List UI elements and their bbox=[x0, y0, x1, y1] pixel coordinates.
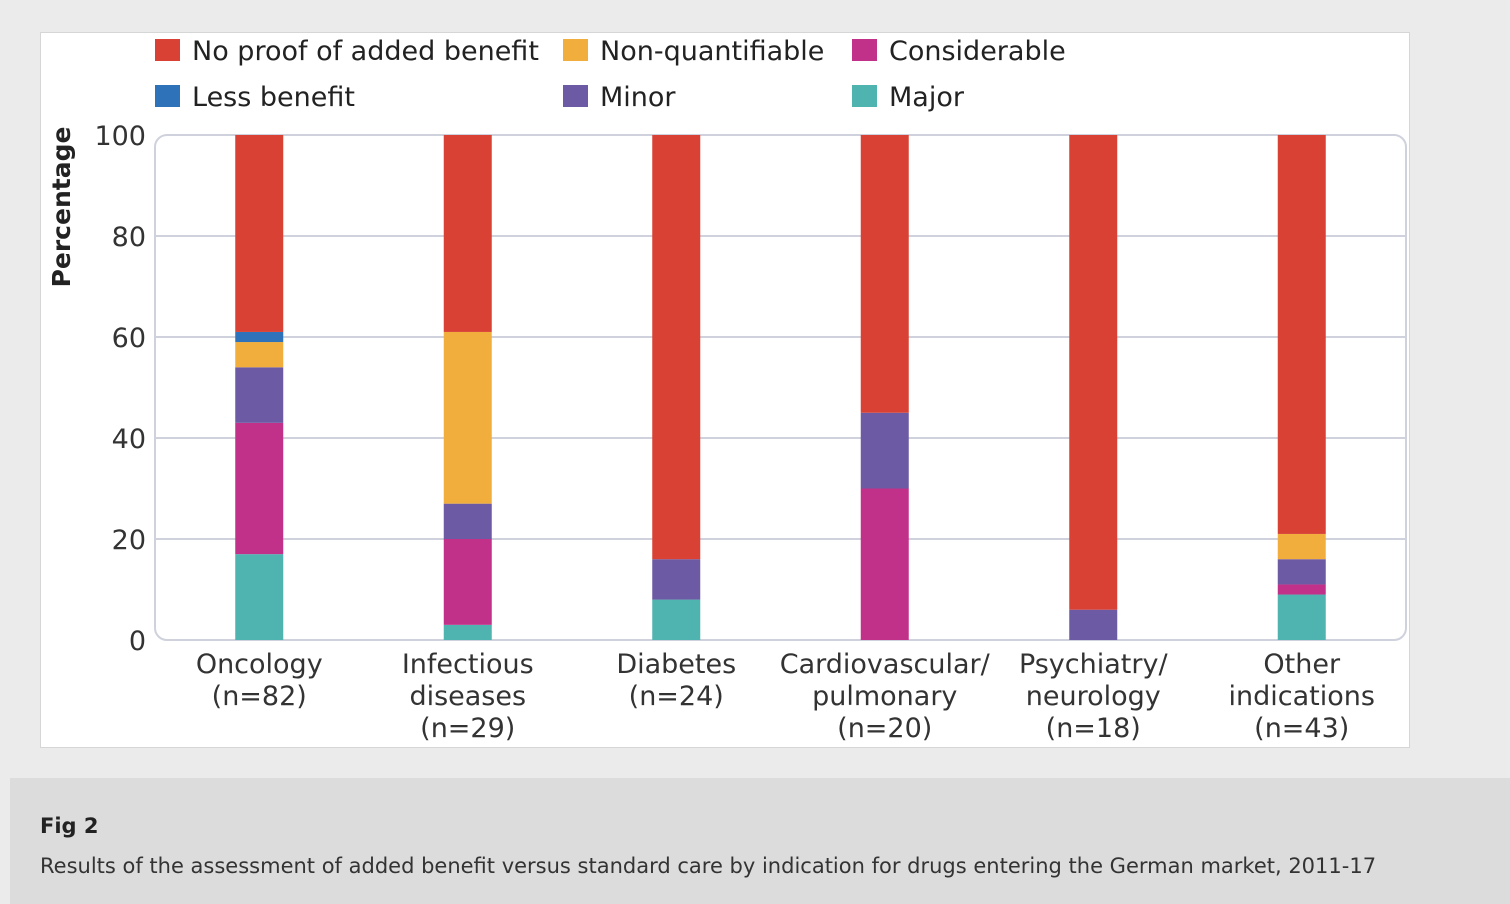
bar-segment-considerable bbox=[1277, 584, 1326, 595]
y-tick-label: 80 bbox=[112, 222, 146, 253]
bar-segment-no-proof-of-added-benefit bbox=[652, 135, 701, 560]
plot-frame bbox=[154, 134, 1407, 641]
x-tick-label: (n=82) bbox=[212, 681, 307, 712]
legend-swatch bbox=[852, 39, 877, 61]
bar-segment-no-proof-of-added-benefit bbox=[860, 135, 909, 413]
stacked-bar-chart: No proof of added benefit Non-quantifiabl… bbox=[47, 36, 1407, 744]
bar-segment-minor bbox=[1069, 609, 1118, 640]
x-tick-label: pulmonary bbox=[812, 681, 957, 712]
bar-segment-less-benefit bbox=[235, 331, 284, 343]
bar-segment-major bbox=[443, 624, 492, 640]
bar-segment-minor bbox=[443, 503, 492, 539]
y-axis: 0 20 40 60 80 100 Percentage bbox=[47, 121, 146, 657]
x-tick-label: diseases bbox=[409, 681, 526, 712]
x-tick-label: Psychiatry/ bbox=[1019, 649, 1169, 680]
bar-segment-major bbox=[652, 599, 701, 640]
x-tick-label: neurology bbox=[1026, 681, 1161, 712]
legend-label: Major bbox=[889, 82, 965, 113]
bar-segment-no-proof-of-added-benefit bbox=[443, 135, 492, 332]
legend-label: No proof of added benefit bbox=[192, 36, 539, 67]
legend: No proof of added benefit Non-quantifiabl… bbox=[155, 36, 1066, 113]
x-tick-label: Oncology bbox=[196, 649, 323, 680]
x-tick-label: (n=18) bbox=[1046, 713, 1141, 744]
legend-swatch bbox=[852, 85, 877, 107]
legend-swatch bbox=[563, 39, 588, 61]
legend-item: Minor bbox=[563, 82, 676, 113]
bar-segment-considerable bbox=[860, 488, 909, 640]
plot-area bbox=[154, 134, 1407, 641]
bar-segment-considerable bbox=[443, 539, 492, 625]
bar-segment-non-quantifiable bbox=[1277, 533, 1326, 560]
bar-segment-minor bbox=[652, 559, 701, 600]
bar-segment-minor bbox=[235, 367, 284, 423]
bar-segment-minor bbox=[1277, 559, 1326, 585]
bar-segment-non-quantifiable bbox=[443, 331, 492, 504]
figure-label: Fig 2 bbox=[40, 814, 99, 838]
x-tick-label: (n=24) bbox=[629, 681, 724, 712]
bar-segment-non-quantifiable bbox=[235, 342, 284, 368]
x-tick-label: Diabetes bbox=[616, 649, 736, 680]
legend-swatch bbox=[155, 39, 180, 61]
y-tick-label: 100 bbox=[94, 121, 146, 152]
legend-item: No proof of added benefit bbox=[155, 36, 539, 67]
bar-segment-considerable bbox=[235, 422, 284, 555]
y-tick-label: 40 bbox=[112, 424, 146, 455]
x-tick-label: Other bbox=[1263, 649, 1341, 680]
y-tick-label: 60 bbox=[112, 323, 146, 354]
y-tick-label: 0 bbox=[129, 626, 146, 657]
bar-segment-minor bbox=[860, 412, 909, 489]
legend-item: Considerable bbox=[852, 36, 1066, 67]
x-tick-label: (n=20) bbox=[837, 713, 932, 744]
bar-segment-no-proof-of-added-benefit bbox=[235, 135, 284, 332]
x-tick-label: indications bbox=[1229, 681, 1375, 712]
bar-segment-no-proof-of-added-benefit bbox=[1069, 135, 1118, 610]
x-tick-label: (n=43) bbox=[1254, 713, 1349, 744]
legend-swatch bbox=[155, 85, 180, 107]
x-tick-label: (n=29) bbox=[420, 713, 515, 744]
legend-label: Considerable bbox=[889, 36, 1066, 67]
y-axis-label: Percentage bbox=[47, 127, 76, 288]
bar-segment-major bbox=[1277, 594, 1326, 640]
x-tick-label: Cardiovascular/ bbox=[780, 649, 991, 680]
x-tick-label: Infectious bbox=[402, 649, 534, 680]
caption-area: Fig 2 Results of the assessment of added… bbox=[10, 778, 1510, 904]
bar-segment-no-proof-of-added-benefit bbox=[1277, 135, 1326, 534]
legend-swatch bbox=[563, 85, 588, 107]
legend-item: Non-quantifiable bbox=[563, 36, 824, 67]
legend-label: Minor bbox=[600, 82, 676, 113]
y-tick-label: 20 bbox=[112, 525, 146, 556]
legend-label: Non-quantifiable bbox=[600, 36, 824, 67]
figure-caption: Results of the assessment of added benef… bbox=[40, 854, 1377, 878]
legend-item: Major bbox=[852, 82, 965, 113]
bar-segment-major bbox=[235, 554, 284, 640]
legend-item: Less benefit bbox=[155, 82, 355, 113]
legend-label: Less benefit bbox=[192, 82, 355, 113]
